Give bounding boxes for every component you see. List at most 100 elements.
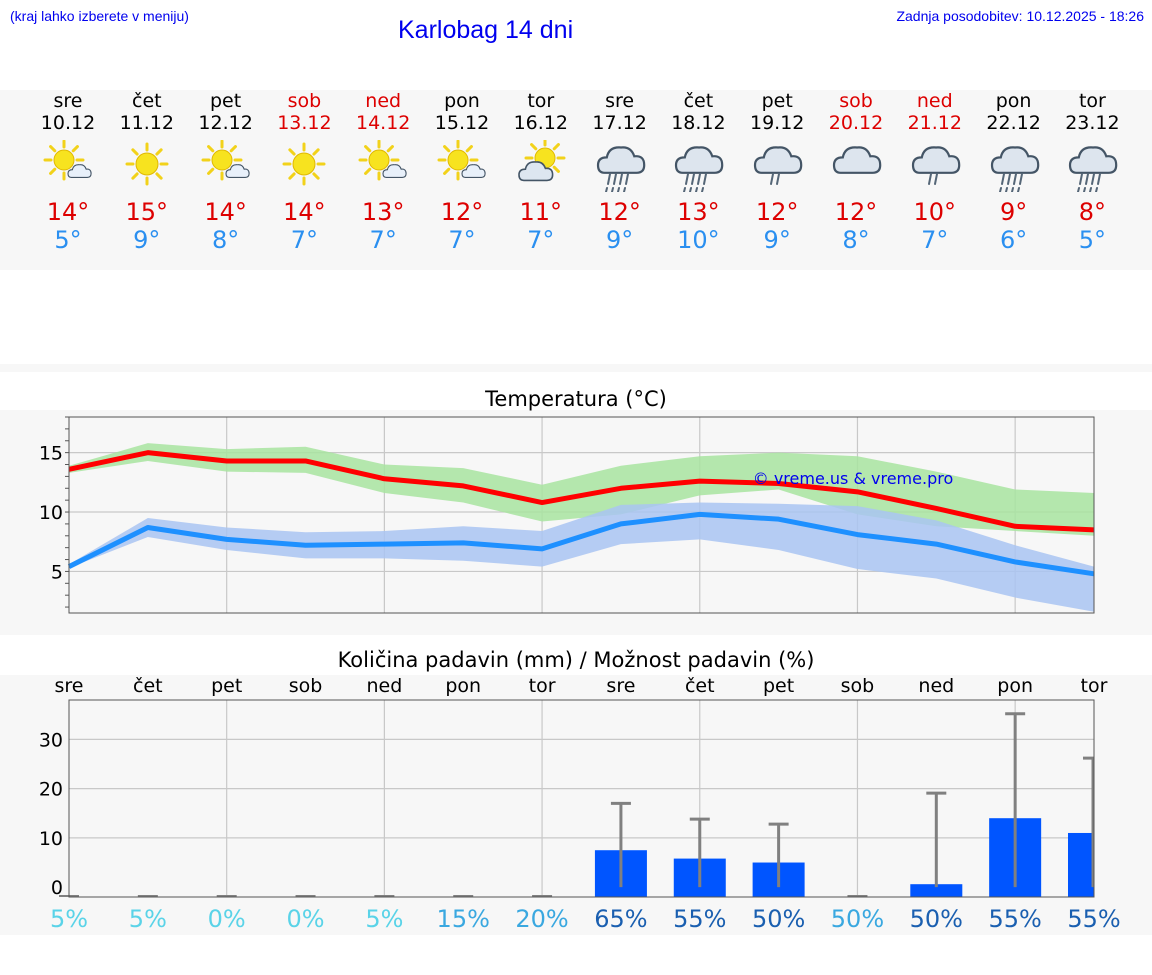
day-date: 16.12 xyxy=(513,112,568,134)
precipitation-bar xyxy=(910,884,963,897)
page-title: Karlobag 14 dni xyxy=(398,16,574,44)
location-hint[interactable]: (kraj lahko izberete v meniju) xyxy=(10,8,189,24)
day-label: sob xyxy=(841,675,875,697)
chance-of-precipitation: 55% xyxy=(988,905,1041,933)
heavy-rain-icon xyxy=(596,146,645,192)
max-temperature: 15° xyxy=(125,198,169,226)
sun-icon xyxy=(282,142,326,186)
day-label: pon xyxy=(445,675,481,697)
min-temperature: 9° xyxy=(605,226,634,254)
day-name: pon xyxy=(444,90,480,112)
daily-forecast-strip: sre 10.12 14° 5° čet 11.12 15° 9° pet 12.12 14° 8° s… xyxy=(0,90,1152,270)
day-name: čet xyxy=(132,90,162,112)
max-temperature: 13° xyxy=(677,198,720,226)
light-rain-icon xyxy=(754,146,803,185)
day-date: 13.12 xyxy=(277,112,332,134)
partly-cloudy-icon xyxy=(517,140,566,182)
chance-of-precipitation: 5% xyxy=(50,905,88,933)
y-tick-label: 10 xyxy=(39,502,63,524)
day-date: 12.12 xyxy=(198,112,253,134)
day-date: 15.12 xyxy=(434,112,490,134)
min-temperature-line xyxy=(67,511,1095,577)
chance-of-precipitation: 5% xyxy=(129,905,167,933)
heavy-rain-icon xyxy=(990,146,1039,192)
sun-cloud-icon xyxy=(201,140,250,181)
plot-frame xyxy=(68,699,1095,898)
min-temperature: 5° xyxy=(1078,226,1107,254)
day-label: pet xyxy=(763,675,794,697)
temperature-chart: 5 10 15 © vreme.us & vreme.pro xyxy=(39,416,1095,614)
day-label: čet xyxy=(685,675,715,697)
chance-of-precipitation: 65% xyxy=(594,905,647,933)
chance-of-precipitation: 15% xyxy=(437,905,490,933)
day-name: ned xyxy=(916,90,953,112)
heavy-rain-icon xyxy=(1069,146,1118,192)
day-date: 23.12 xyxy=(1065,112,1120,134)
max-temperature: 14° xyxy=(46,198,90,226)
min-temperature: 8° xyxy=(211,226,240,254)
max-temperature: 12° xyxy=(440,198,484,226)
chance-of-precipitation: 50% xyxy=(831,905,884,933)
day-date: 14.12 xyxy=(355,112,411,134)
min-temperature: 7° xyxy=(921,226,949,254)
y-tick-label: 5 xyxy=(51,561,63,583)
day-name: pet xyxy=(761,90,793,112)
day-label: tor xyxy=(529,675,556,697)
sun-cloud-icon xyxy=(358,140,407,181)
max-temperature: 8° xyxy=(1078,198,1107,226)
y-tick-label: 30 xyxy=(39,729,63,751)
day-label: sre xyxy=(606,675,635,697)
day-label: sre xyxy=(55,675,84,697)
day-name: sre xyxy=(605,90,635,112)
precipitation-bar xyxy=(1068,832,1094,897)
min-temperature: 10° xyxy=(677,226,720,254)
chance-of-precipitation: 55% xyxy=(673,905,726,933)
cloudy-icon xyxy=(832,146,882,174)
rain-icon xyxy=(675,146,724,192)
day-label: pet xyxy=(211,675,242,697)
day-name: ned xyxy=(365,90,402,112)
chance-of-precipitation: 50% xyxy=(752,905,805,933)
max-temperature: 12° xyxy=(834,198,878,226)
max-temperature: 14° xyxy=(204,198,247,226)
day-label: ned xyxy=(366,675,402,697)
watermark: © vreme.us & vreme.pro xyxy=(753,469,954,488)
y-tick-label: 10 xyxy=(39,828,63,850)
last-updated: Zadnja posodobitev: 10.12.2025 - 18:26 xyxy=(896,8,1144,24)
min-temperature: 7° xyxy=(290,226,319,254)
day-label: ned xyxy=(918,675,954,697)
max-temperature: 12° xyxy=(598,198,641,226)
precipitation-chart-title: Količina padavin (mm) / Možnost padavin … xyxy=(337,648,815,672)
chance-of-precipitation: 20% xyxy=(515,905,568,933)
sun-icon xyxy=(125,142,169,186)
day-name: pet xyxy=(209,90,242,112)
day-date: 19.12 xyxy=(749,112,805,134)
plot-frame xyxy=(68,416,1095,614)
min-temperature: 7° xyxy=(369,226,397,254)
min-temperature: 7° xyxy=(527,226,555,254)
max-temperature: 11° xyxy=(519,198,563,226)
day-date: 22.12 xyxy=(986,112,1041,134)
day-date: 17.12 xyxy=(592,112,647,134)
day-label: tor xyxy=(1081,675,1108,697)
chance-of-precipitation: 50% xyxy=(910,905,963,933)
max-temperature: 10° xyxy=(913,198,957,226)
min-temperature: 5° xyxy=(54,226,82,254)
day-name: čet xyxy=(683,90,714,112)
max-temperature-line xyxy=(68,450,1095,533)
y-tick-label: 20 xyxy=(39,779,63,801)
min-temperature: 9° xyxy=(133,226,161,254)
chance-of-precipitation: 0% xyxy=(286,905,324,933)
day-date: 10.12 xyxy=(40,112,96,134)
min-temperature: 7° xyxy=(448,226,476,254)
sun-cloud-icon xyxy=(43,140,92,181)
min-temperature: 8° xyxy=(842,226,870,254)
day-name: sob xyxy=(839,90,873,112)
min-temperature: 6° xyxy=(999,226,1028,254)
day-date: 18.12 xyxy=(671,112,726,134)
precipitation-chart: sre čet pet sob ned pon tor sre čet pet sob ned pon t… xyxy=(39,675,1121,933)
day-date: 11.12 xyxy=(119,112,174,134)
day-name: tor xyxy=(527,90,555,112)
day-label: pon xyxy=(997,675,1033,697)
chance-of-precipitation: 0% xyxy=(208,905,246,933)
